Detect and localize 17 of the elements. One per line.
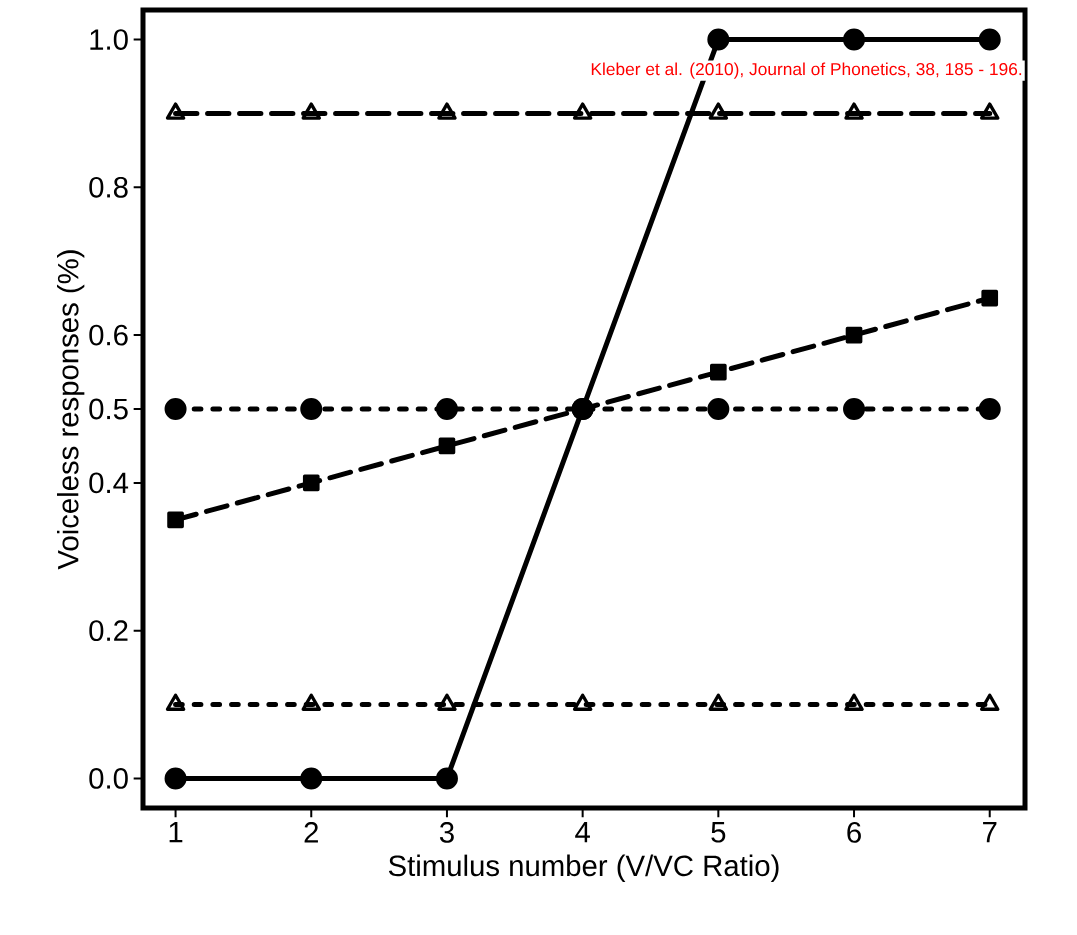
y-tick-label: 1.0 [90, 29, 128, 50]
y-tick-label: 0.0 [89, 768, 128, 789]
y-tick-label: 0.6 [89, 324, 128, 346]
y-tick-label: 0.8 [89, 176, 128, 198]
x-tick-label: 3 [439, 822, 454, 843]
x-tick-label: 2 [304, 822, 318, 843]
x-tick-label: 6 [847, 822, 861, 843]
annotation: Kleber et al. (2010), Journal of Phonetics, 38, 185 - 196. [591, 62, 1022, 79]
y-axis-title: Voiceless responses (%) [57, 250, 85, 570]
x-tick-label: 5 [711, 822, 726, 843]
x-axis-title: Stimulus number (V/VC Ratio) [388, 854, 779, 882]
x-tick-label: 1 [169, 822, 183, 843]
y-tick-label: 0.4 [89, 472, 129, 494]
y-tick-label: 0.5 [89, 398, 128, 420]
y-tick-label: 0.2 [89, 620, 128, 642]
x-tick-label: 7 [983, 822, 997, 843]
x-tick-label: 4 [575, 822, 590, 843]
